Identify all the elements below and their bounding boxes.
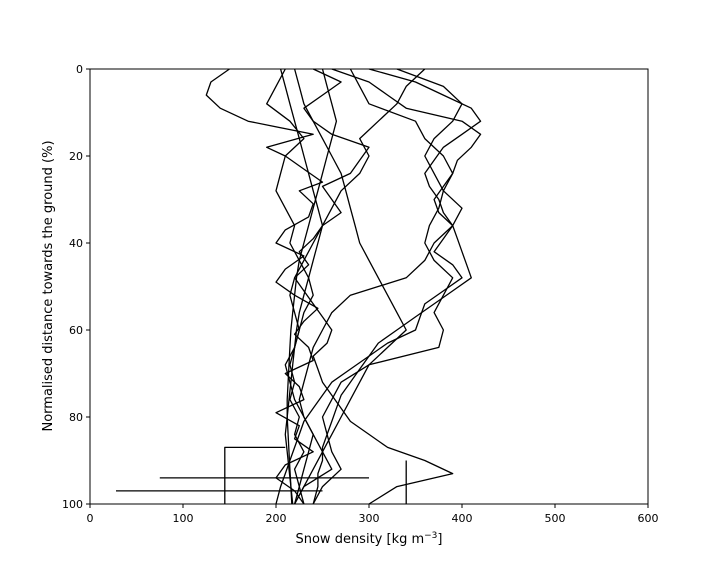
density-profile-line-2 <box>275 68 482 505</box>
x-tick-label: 400 <box>452 512 473 525</box>
y-axis-label: Normalised distance towards the ground (… <box>41 140 56 431</box>
plot-lines <box>116 68 482 505</box>
density-profile-line-8 <box>312 68 463 505</box>
plot-frame <box>89 68 649 505</box>
density-profile-line-9 <box>286 68 338 505</box>
density-profile-line-10 <box>293 68 407 505</box>
x-axis-label: Snow density [kg m−3] <box>295 531 442 547</box>
y-tick-label: 80 <box>69 411 83 424</box>
x-tick-label: 0 <box>87 512 94 525</box>
x-tick-label: 100 <box>173 512 194 525</box>
density-profile-line-7 <box>266 68 333 505</box>
density-profile-line-5 <box>289 68 426 505</box>
y-tick-label: 0 <box>76 63 83 76</box>
y-axis-ticks: 0 20 40 60 80 100 <box>62 63 90 511</box>
y-tick-label: 40 <box>69 237 83 250</box>
density-profile-line-4 <box>293 68 454 505</box>
density-profile-line-11 <box>279 68 324 505</box>
x-axis-ticks: 0 100 200 300 400 500 600 <box>87 504 659 525</box>
x-tick-label: 500 <box>545 512 566 525</box>
x-tick-label: 300 <box>359 512 380 525</box>
density-profile-line-1 <box>205 68 324 505</box>
y-tick-label: 60 <box>69 324 83 337</box>
y-tick-label: 20 <box>69 150 83 163</box>
density-profile-line-6 <box>312 68 482 505</box>
y-tick-label: 100 <box>62 498 83 511</box>
density-profile-line-12 <box>224 446 286 504</box>
x-tick-label: 200 <box>266 512 287 525</box>
x-tick-label: 600 <box>638 512 659 525</box>
